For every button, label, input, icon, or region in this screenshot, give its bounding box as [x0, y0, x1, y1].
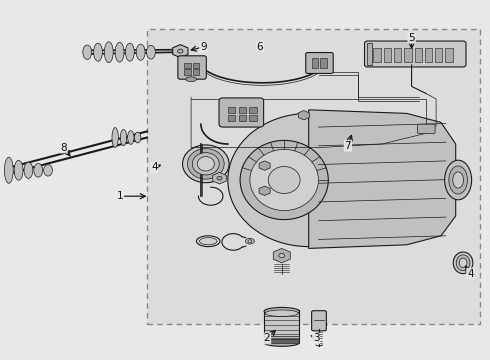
Ellipse shape — [453, 252, 473, 274]
Ellipse shape — [197, 157, 214, 171]
Ellipse shape — [115, 42, 124, 62]
Bar — [184, 63, 191, 68]
Ellipse shape — [453, 172, 464, 188]
Ellipse shape — [24, 162, 33, 178]
Bar — [264, 336, 299, 343]
Ellipse shape — [279, 253, 285, 258]
Bar — [373, 48, 381, 62]
Bar — [435, 48, 442, 62]
Ellipse shape — [264, 307, 299, 315]
Bar — [193, 69, 199, 75]
Text: 6: 6 — [256, 42, 263, 52]
Bar — [312, 58, 318, 68]
Ellipse shape — [186, 77, 196, 81]
Ellipse shape — [94, 43, 102, 61]
Ellipse shape — [264, 339, 299, 346]
Bar — [184, 69, 191, 75]
Ellipse shape — [136, 44, 145, 60]
Ellipse shape — [14, 161, 23, 180]
Ellipse shape — [83, 45, 92, 59]
Bar — [249, 107, 257, 113]
Bar — [147, 29, 480, 324]
Ellipse shape — [125, 43, 134, 61]
Ellipse shape — [217, 176, 222, 180]
FancyBboxPatch shape — [264, 310, 299, 343]
Bar — [320, 58, 327, 68]
Ellipse shape — [177, 49, 183, 53]
Ellipse shape — [449, 166, 467, 194]
Ellipse shape — [199, 238, 217, 245]
Ellipse shape — [265, 310, 298, 316]
Bar — [445, 48, 453, 62]
Bar — [228, 115, 235, 121]
Ellipse shape — [112, 128, 119, 148]
Bar — [249, 115, 257, 121]
Text: 1: 1 — [117, 191, 123, 201]
Ellipse shape — [445, 160, 472, 200]
FancyBboxPatch shape — [417, 124, 435, 134]
Polygon shape — [309, 110, 456, 248]
Ellipse shape — [459, 258, 467, 267]
Bar — [425, 48, 432, 62]
Text: 5: 5 — [408, 33, 415, 43]
Ellipse shape — [134, 132, 141, 143]
Text: 7: 7 — [344, 141, 351, 151]
Bar — [367, 43, 372, 65]
Text: 8: 8 — [60, 143, 67, 153]
Ellipse shape — [34, 163, 43, 177]
Bar — [193, 63, 199, 68]
Ellipse shape — [127, 131, 134, 144]
Ellipse shape — [4, 157, 13, 183]
Text: 4: 4 — [151, 162, 158, 172]
Ellipse shape — [248, 240, 252, 243]
Ellipse shape — [104, 42, 113, 63]
Ellipse shape — [44, 165, 52, 176]
Ellipse shape — [121, 130, 126, 145]
Text: 9: 9 — [200, 42, 207, 52]
Text: 2: 2 — [264, 333, 270, 343]
Ellipse shape — [250, 149, 318, 211]
Bar — [394, 48, 401, 62]
FancyBboxPatch shape — [312, 311, 326, 331]
Ellipse shape — [456, 255, 470, 271]
Ellipse shape — [182, 145, 229, 183]
FancyBboxPatch shape — [365, 41, 466, 67]
Ellipse shape — [245, 238, 254, 244]
Ellipse shape — [192, 153, 219, 175]
Ellipse shape — [147, 45, 155, 59]
Bar — [415, 48, 422, 62]
Ellipse shape — [268, 166, 300, 194]
Text: 4: 4 — [467, 269, 474, 279]
FancyBboxPatch shape — [306, 53, 333, 73]
Ellipse shape — [228, 113, 390, 247]
FancyBboxPatch shape — [219, 98, 264, 127]
Bar — [239, 115, 246, 121]
Bar — [228, 107, 235, 113]
Ellipse shape — [240, 140, 328, 220]
Bar — [404, 48, 412, 62]
Bar — [239, 107, 246, 113]
Bar — [384, 48, 391, 62]
Text: 3: 3 — [313, 333, 319, 343]
Ellipse shape — [187, 148, 224, 179]
FancyBboxPatch shape — [178, 56, 206, 79]
